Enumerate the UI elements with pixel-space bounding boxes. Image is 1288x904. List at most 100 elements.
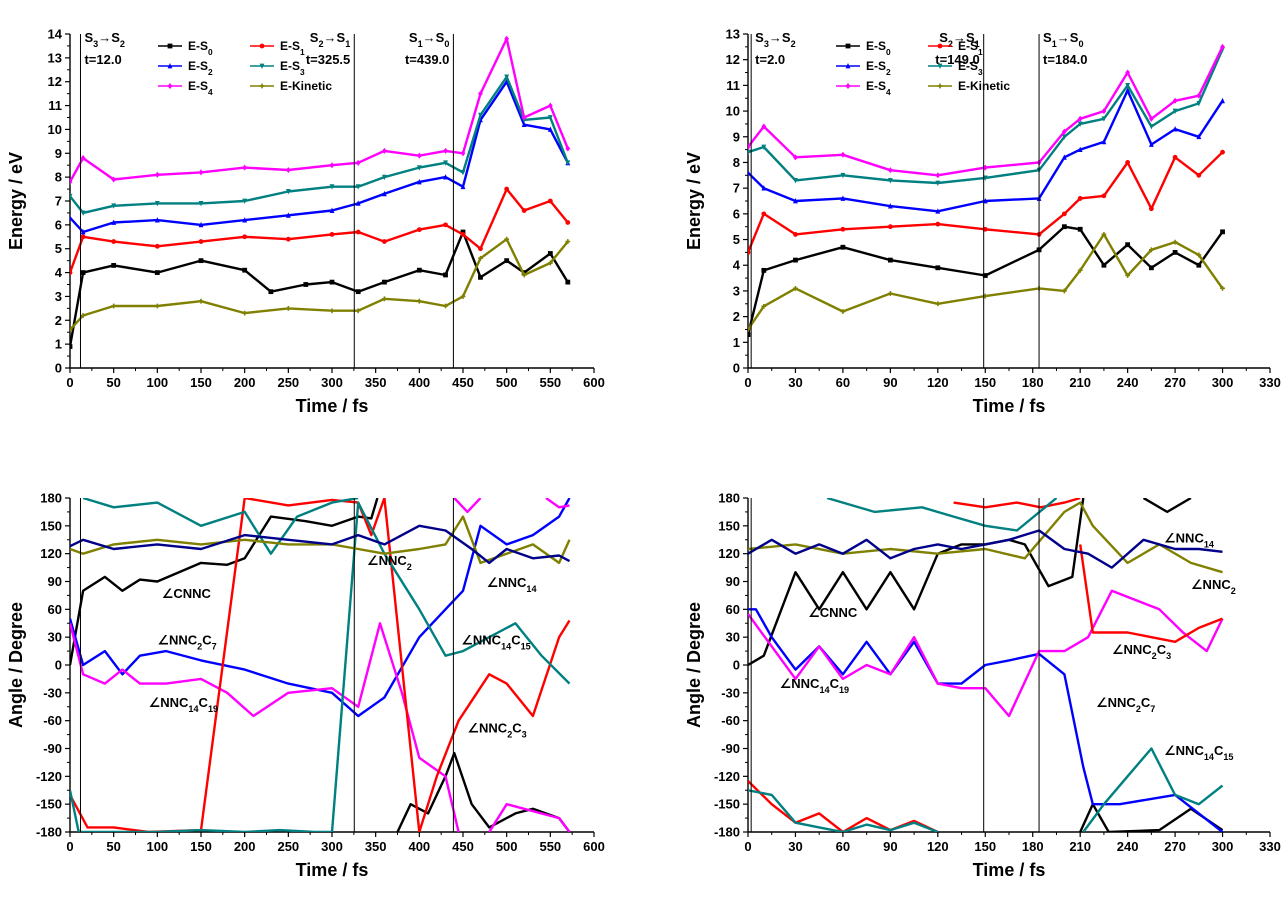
data-point bbox=[761, 211, 767, 217]
series-line bbox=[70, 515, 571, 565]
data-point bbox=[198, 221, 204, 228]
data-point bbox=[154, 270, 160, 275]
data-point bbox=[382, 174, 387, 181]
data-point bbox=[443, 303, 448, 309]
legend-item: E-S2 bbox=[158, 59, 213, 77]
data-point bbox=[1196, 262, 1202, 268]
data-point bbox=[935, 221, 941, 227]
x-tick-label: 600 bbox=[583, 375, 605, 390]
y-tick-label: 8 bbox=[55, 170, 62, 185]
x-tick-label: 100 bbox=[146, 839, 168, 854]
transition-time-label: t=149.0 bbox=[935, 52, 979, 67]
y-tick-label: 90 bbox=[726, 574, 740, 589]
data-point bbox=[887, 291, 893, 296]
data-point bbox=[70, 214, 73, 221]
data-point bbox=[460, 169, 466, 176]
y-tick-label: 2 bbox=[733, 309, 740, 324]
y-tick-label: 30 bbox=[726, 630, 740, 645]
data-point bbox=[547, 251, 553, 256]
data-point bbox=[355, 229, 361, 235]
y-tick-label: 7 bbox=[55, 194, 62, 209]
x-axis-title: Time / fs bbox=[296, 860, 369, 880]
data-point bbox=[1196, 252, 1202, 258]
x-axis-title: Time / fs bbox=[973, 860, 1046, 880]
data-point bbox=[748, 327, 751, 332]
curve-annotation: ∠NNC2C7 bbox=[157, 633, 216, 652]
legend-label: E-S3 bbox=[280, 59, 305, 77]
x-tick-label: 30 bbox=[788, 375, 802, 390]
series-line bbox=[70, 75, 569, 215]
series-nnc14c15-top bbox=[82, 498, 359, 555]
data-point bbox=[761, 303, 767, 309]
data-point bbox=[154, 171, 160, 178]
data-point bbox=[748, 144, 751, 151]
y-tick-label: -180 bbox=[36, 825, 62, 840]
data-point bbox=[478, 112, 483, 119]
data-point bbox=[198, 258, 204, 264]
data-point bbox=[793, 178, 798, 184]
series-line bbox=[70, 498, 571, 832]
y-tick-label: 9 bbox=[55, 146, 62, 161]
series-cnnc-wrap bbox=[396, 751, 571, 832]
series-e-s4 bbox=[748, 43, 1225, 179]
data-point bbox=[504, 236, 510, 242]
data-point bbox=[198, 169, 204, 176]
data-point bbox=[887, 178, 893, 184]
data-point bbox=[80, 210, 86, 216]
transition-label: S2→S1 bbox=[310, 30, 350, 49]
y-tick-label: 150 bbox=[718, 518, 740, 533]
x-tick-label: 200 bbox=[234, 375, 256, 390]
x-tick-label: 210 bbox=[1069, 375, 1091, 390]
x-tick-label: 450 bbox=[452, 375, 474, 390]
data-point bbox=[935, 180, 941, 187]
x-tick-label: 550 bbox=[539, 839, 561, 854]
data-point bbox=[460, 294, 466, 299]
y-tick-label: -150 bbox=[36, 797, 62, 812]
y-tick-label: -60 bbox=[43, 713, 62, 728]
x-tick-label: 100 bbox=[146, 375, 168, 390]
y-axis-title: Angle / Degree bbox=[6, 602, 26, 728]
data-point bbox=[504, 35, 510, 42]
x-axis-title: Time / fs bbox=[973, 396, 1046, 416]
y-axis-title: Energy / eV bbox=[684, 152, 704, 250]
series-line bbox=[70, 498, 379, 666]
series-nnc14 bbox=[748, 529, 1223, 569]
data-point bbox=[1125, 87, 1131, 93]
legend-item: E-S3 bbox=[250, 59, 305, 77]
data-point bbox=[478, 255, 483, 261]
data-point bbox=[242, 234, 248, 240]
curve-annotation: ∠NNC2C3 bbox=[467, 721, 526, 740]
data-point bbox=[982, 273, 988, 278]
curve-annotation: ∠NNC2C7 bbox=[1096, 695, 1155, 714]
legend-label: E-S2 bbox=[866, 59, 891, 77]
y-tick-label: 90 bbox=[48, 574, 62, 589]
data-point bbox=[1101, 232, 1107, 237]
data-point bbox=[935, 265, 941, 271]
legend-item: E-S1 bbox=[928, 39, 983, 57]
curve-annotation: ∠NNC14C19 bbox=[149, 695, 218, 714]
data-point bbox=[1125, 242, 1131, 248]
x-tick-label: 400 bbox=[408, 375, 430, 390]
legend-item: E-Kinetic bbox=[250, 79, 332, 93]
data-point bbox=[748, 249, 751, 255]
data-point bbox=[1077, 121, 1083, 127]
series-line bbox=[826, 498, 1058, 532]
x-tick-label: 400 bbox=[408, 839, 430, 854]
data-point bbox=[1077, 196, 1083, 201]
data-point bbox=[1196, 133, 1202, 140]
data-point bbox=[285, 166, 291, 173]
data-point bbox=[111, 263, 117, 268]
curve-annotation: ∠NNC2C3 bbox=[1112, 642, 1171, 661]
data-point bbox=[1077, 267, 1083, 273]
data-point bbox=[1220, 229, 1225, 235]
data-point bbox=[1172, 108, 1178, 115]
data-point bbox=[565, 279, 571, 285]
data-point bbox=[111, 219, 117, 225]
data-point bbox=[748, 169, 751, 176]
y-tick-label: -120 bbox=[36, 769, 62, 784]
data-point bbox=[154, 303, 160, 309]
y-tick-label: -120 bbox=[714, 769, 740, 784]
data-point bbox=[1101, 262, 1107, 268]
plot-area bbox=[748, 498, 1224, 832]
